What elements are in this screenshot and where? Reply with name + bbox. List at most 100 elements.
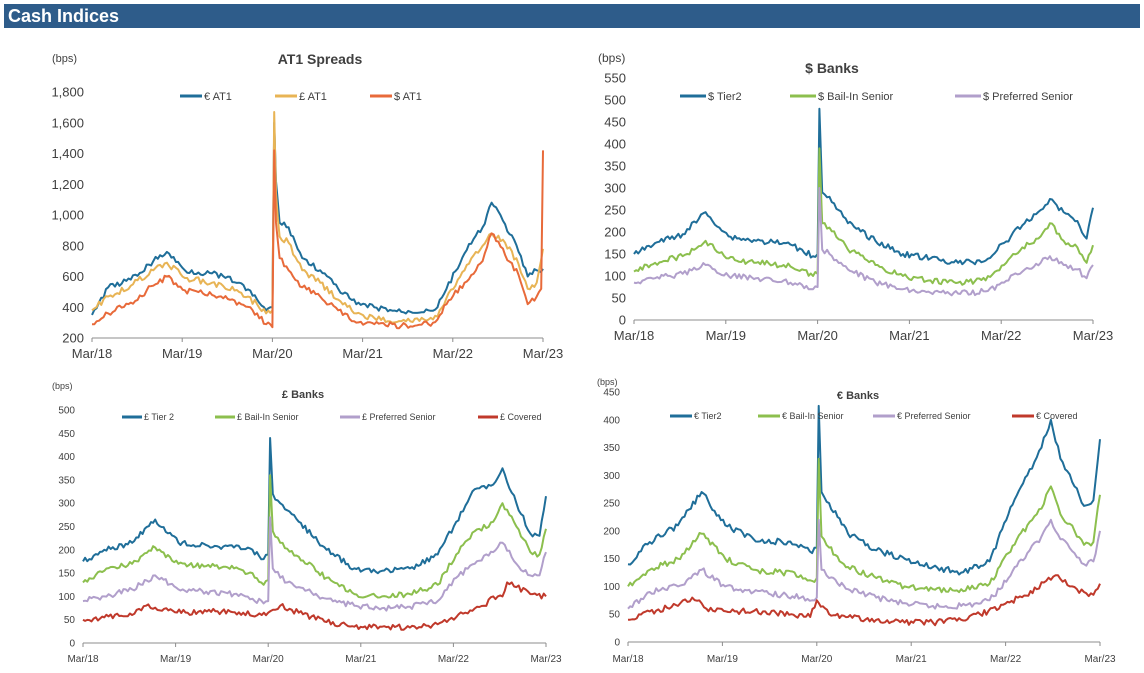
x-tick-label: Mar/22 bbox=[433, 346, 473, 361]
y-tick-label: 200 bbox=[62, 331, 84, 346]
y-tick-label: 150 bbox=[604, 247, 626, 262]
y-tick-label: 0 bbox=[614, 638, 620, 649]
y-tick-label: 0 bbox=[619, 313, 626, 328]
legend-label: £ AT1 bbox=[299, 91, 327, 103]
x-tick-label: Mar/20 bbox=[797, 328, 837, 343]
legend-label: € Bail-In Senior bbox=[782, 411, 844, 421]
y-tick-label: 250 bbox=[604, 203, 626, 218]
legend-label: £ Tier 2 bbox=[144, 412, 174, 422]
legend-label: £ Bail-In Senior bbox=[237, 412, 299, 422]
series-line bbox=[627, 574, 1101, 627]
y-tick-label: 500 bbox=[58, 406, 75, 417]
chart-title: AT1 Spreads bbox=[278, 51, 363, 67]
series-line bbox=[633, 187, 1094, 297]
x-tick-label: Mar/22 bbox=[981, 328, 1021, 343]
y-tick-label: 100 bbox=[604, 269, 626, 284]
y-tick-label: 50 bbox=[609, 610, 621, 621]
section-title: Cash Indices bbox=[8, 6, 120, 26]
section-header: Cash Indices bbox=[4, 4, 1140, 28]
y-tick-label: 600 bbox=[62, 269, 84, 284]
y-tick-label: 300 bbox=[604, 181, 626, 196]
series-line bbox=[91, 149, 544, 330]
y-tick-label: 150 bbox=[603, 554, 620, 565]
y-tick-label: 450 bbox=[603, 388, 620, 399]
y-tick-label: 450 bbox=[604, 115, 626, 130]
x-tick-label: Mar/20 bbox=[253, 654, 285, 665]
y-tick-label: 400 bbox=[58, 452, 75, 463]
x-tick-label: Mar/21 bbox=[345, 654, 377, 665]
series-line bbox=[91, 121, 544, 316]
x-tick-label: Mar/18 bbox=[614, 328, 654, 343]
series-line bbox=[82, 437, 547, 575]
x-tick-label: Mar/23 bbox=[1084, 654, 1116, 665]
y-tick-label: 500 bbox=[604, 93, 626, 108]
y-tick-label: 350 bbox=[58, 475, 75, 486]
chart-title: £ Banks bbox=[282, 389, 324, 401]
series-line bbox=[627, 518, 1101, 610]
legend-label: € Preferred Senior bbox=[897, 411, 971, 421]
chart-title: € Banks bbox=[837, 390, 879, 402]
legend-label: $ AT1 bbox=[394, 91, 422, 103]
x-tick-label: Mar/21 bbox=[889, 328, 929, 343]
y-tick-label: 1,200 bbox=[51, 177, 84, 192]
series-line bbox=[633, 107, 1094, 266]
y-tick-label: 350 bbox=[603, 443, 620, 454]
x-tick-label: Mar/19 bbox=[162, 346, 202, 361]
chart-eur-banks: € Banks (bps) 0 50 100 150 200 250 300 350 400 450 M… bbox=[597, 377, 1116, 665]
chart-usd-banks: $ Banks (bps) 0 50 100 150 200 250 300 350 400 450 5… bbox=[598, 51, 1113, 343]
x-tick-label: Mar/23 bbox=[523, 346, 563, 361]
x-tick-label: Mar/19 bbox=[707, 654, 739, 665]
y-tick-label: 800 bbox=[62, 238, 84, 253]
y-axis-label: (bps) bbox=[598, 51, 625, 65]
x-tick-label: Mar/23 bbox=[530, 654, 562, 665]
x-tick-label: Mar/22 bbox=[438, 654, 470, 665]
y-tick-label: 300 bbox=[58, 499, 75, 510]
x-tick-label: Mar/18 bbox=[612, 654, 644, 665]
y-tick-label: 400 bbox=[604, 137, 626, 152]
series-line bbox=[82, 474, 547, 599]
legend-label: $ Bail-In Senior bbox=[818, 91, 894, 103]
y-tick-label: 150 bbox=[58, 569, 75, 580]
x-tick-label: Mar/18 bbox=[67, 654, 99, 665]
x-tick-label: Mar/20 bbox=[801, 654, 833, 665]
y-tick-label: 350 bbox=[604, 159, 626, 174]
y-tick-label: 1,000 bbox=[51, 208, 84, 223]
y-axis-label: (bps) bbox=[597, 377, 618, 387]
legend-label: $ Preferred Senior bbox=[983, 91, 1073, 103]
chart-at1-spreads: AT1 Spreads (bps) 200 400 600 800 1,000 1,200 1,… bbox=[51, 51, 563, 361]
y-tick-label: 300 bbox=[603, 471, 620, 482]
x-tick-label: Mar/21 bbox=[342, 346, 382, 361]
series-line bbox=[82, 581, 547, 631]
y-tick-label: 250 bbox=[603, 499, 620, 510]
y-tick-label: 100 bbox=[603, 582, 620, 593]
series-line bbox=[633, 147, 1094, 286]
y-tick-label: 400 bbox=[603, 415, 620, 426]
y-tick-label: 250 bbox=[58, 522, 75, 533]
x-tick-label: Mar/19 bbox=[706, 328, 746, 343]
series-line bbox=[91, 111, 544, 324]
legend-label: £ Preferred Senior bbox=[362, 412, 436, 422]
legend-label: € AT1 bbox=[204, 91, 232, 103]
y-tick-label: 200 bbox=[604, 225, 626, 240]
series-line bbox=[82, 516, 547, 612]
x-tick-label: Mar/20 bbox=[252, 346, 292, 361]
legend-label: $ Tier2 bbox=[708, 91, 742, 103]
y-tick-label: 400 bbox=[62, 300, 84, 315]
series-line bbox=[627, 457, 1101, 594]
y-tick-label: 450 bbox=[58, 429, 75, 440]
y-tick-label: 100 bbox=[58, 592, 75, 603]
y-axis-label: (bps) bbox=[52, 381, 73, 391]
legend-label: £ Covered bbox=[500, 412, 542, 422]
y-tick-label: 50 bbox=[612, 291, 626, 306]
chart-title: $ Banks bbox=[805, 60, 859, 76]
legend-label: € Tier2 bbox=[694, 411, 722, 421]
x-tick-label: Mar/19 bbox=[160, 654, 192, 665]
y-tick-label: 50 bbox=[64, 615, 76, 626]
y-tick-label: 200 bbox=[603, 526, 620, 537]
chart-gbp-banks: £ Banks (bps) 0 50 100 150 200 250 300 350 400 450 5… bbox=[52, 381, 562, 665]
y-tick-label: 550 bbox=[604, 71, 626, 86]
x-tick-label: Mar/21 bbox=[896, 654, 928, 665]
y-axis-label: (bps) bbox=[52, 53, 77, 65]
series-line bbox=[627, 404, 1101, 576]
x-tick-label: Mar/18 bbox=[72, 346, 112, 361]
